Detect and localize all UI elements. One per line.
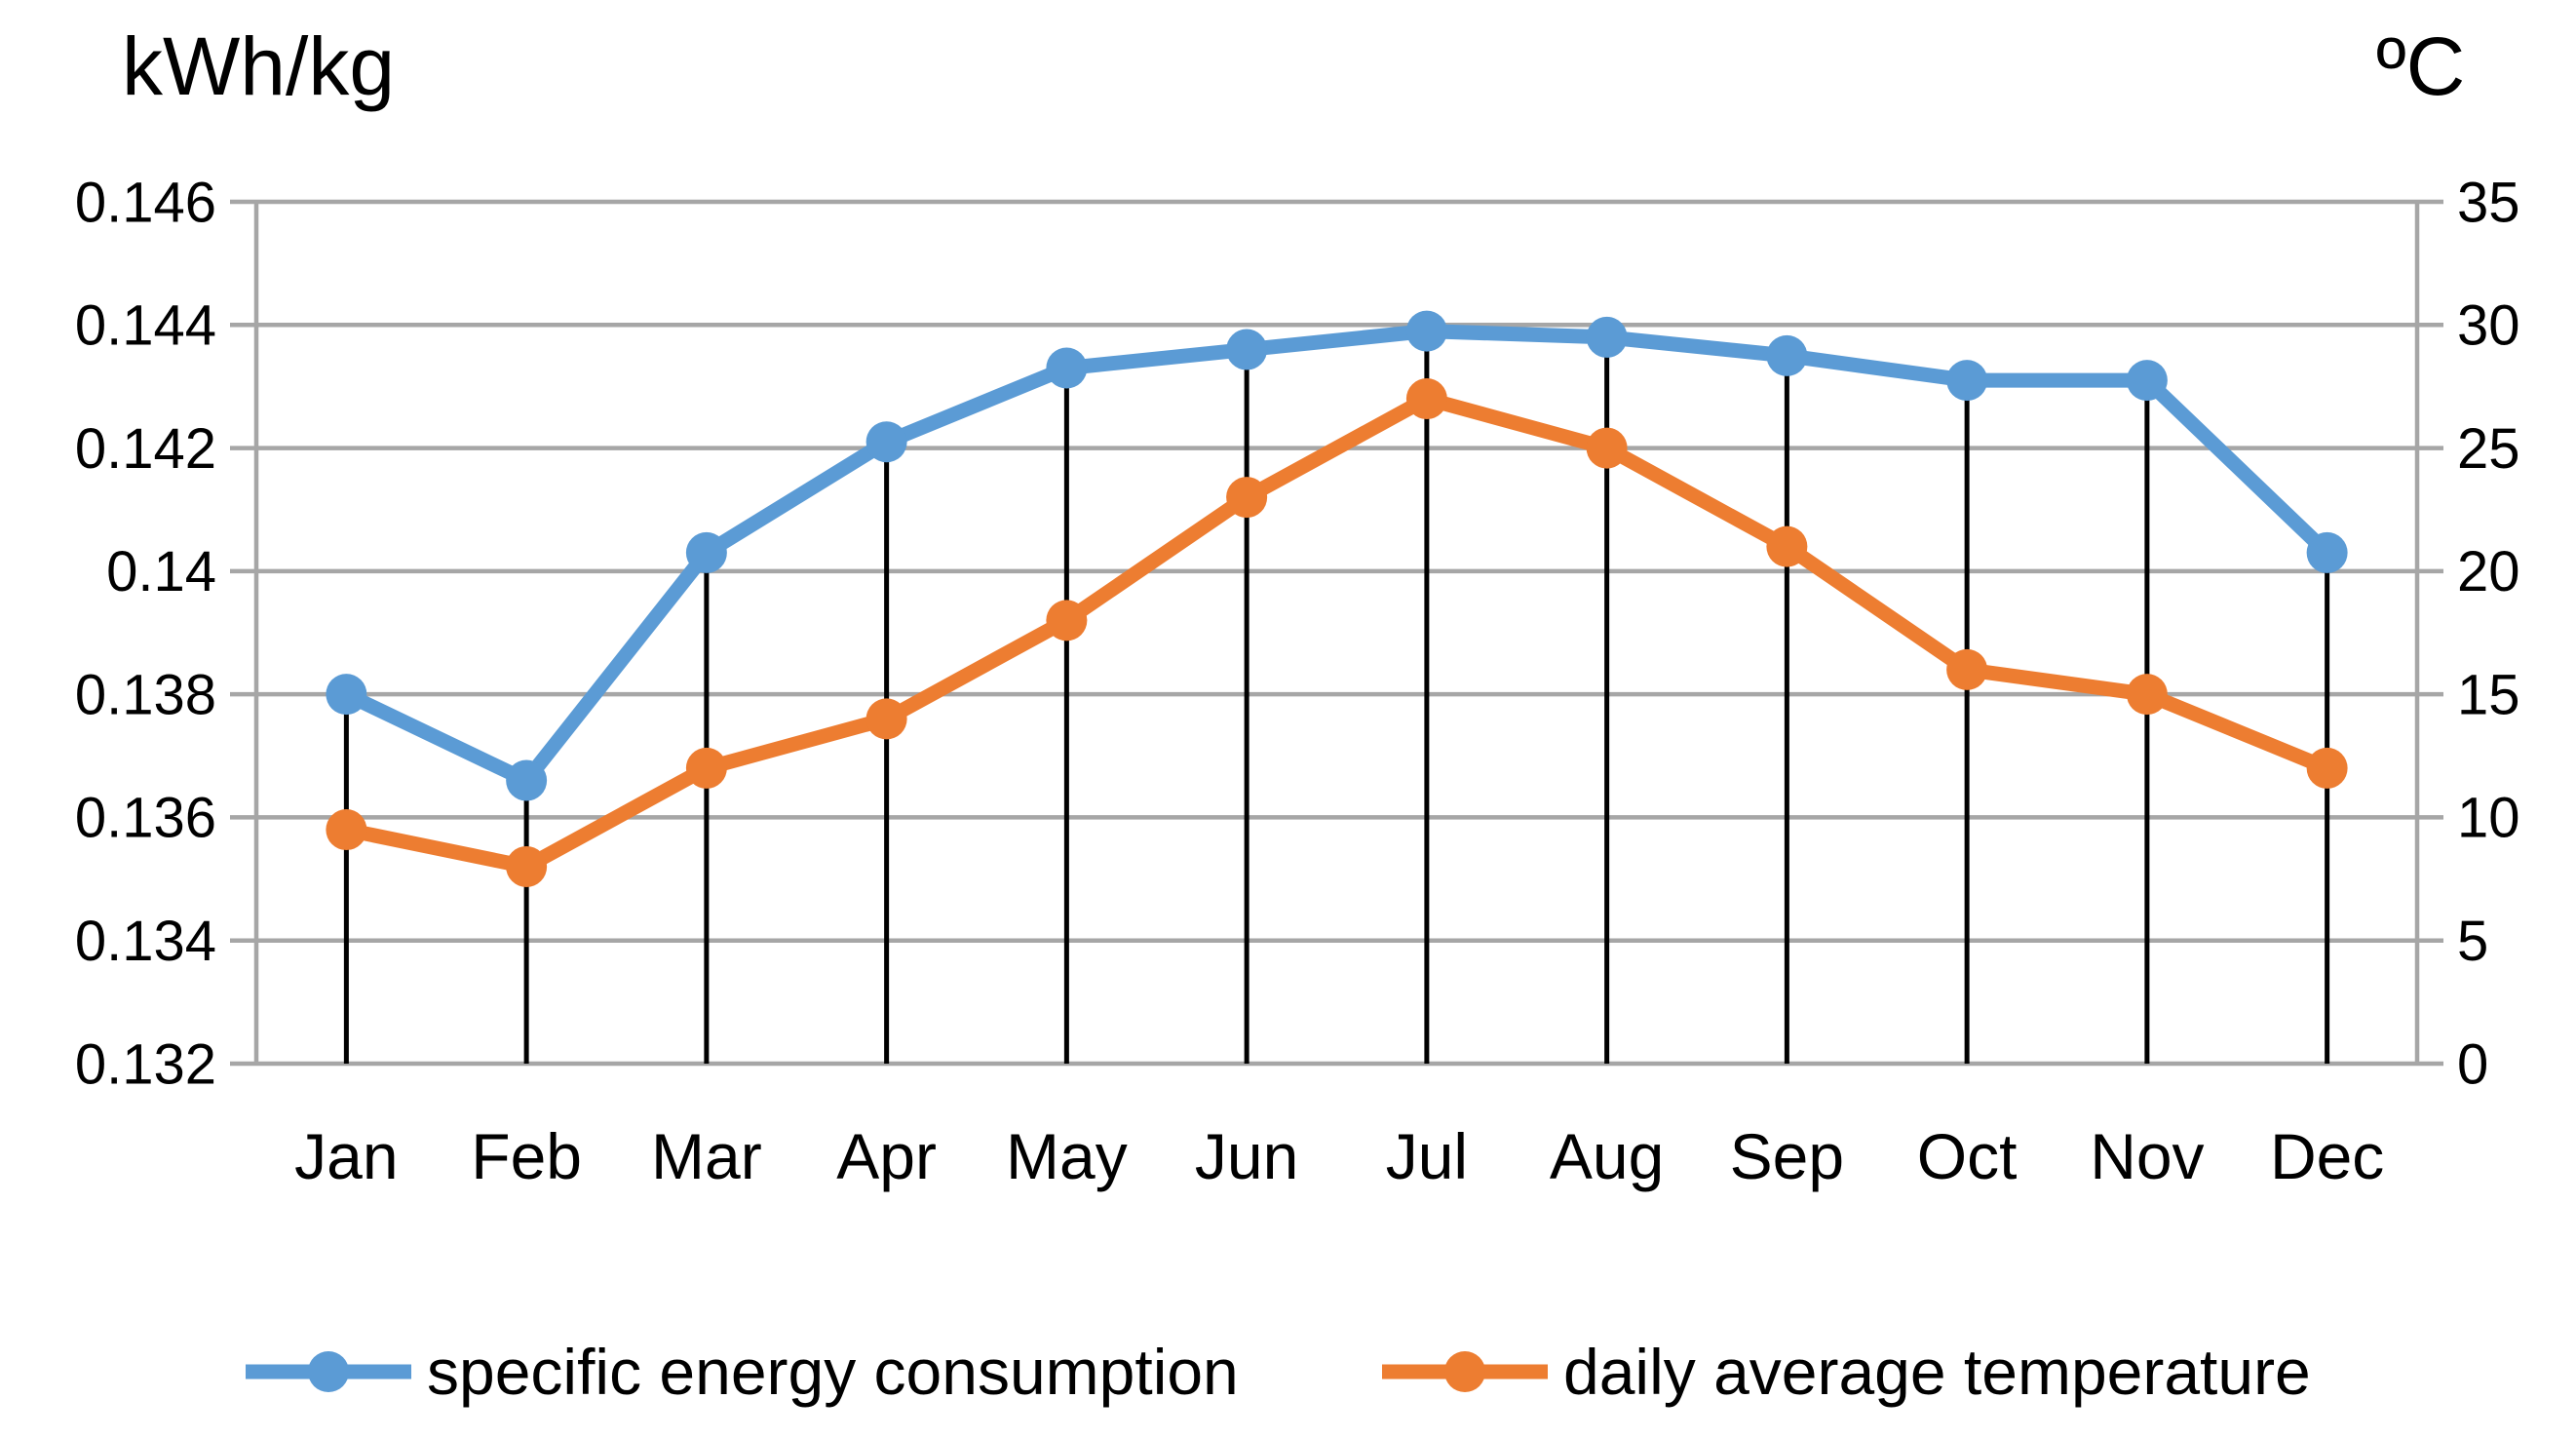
left-axis-tick-label: 0.132	[75, 1032, 216, 1096]
right-axis-tick-label: 5	[2457, 910, 2488, 973]
right-axis-tick-label: 35	[2457, 171, 2520, 234]
x-axis-month-label: Sep	[1730, 1120, 1844, 1192]
right-axis-tick-label: 15	[2457, 663, 2520, 726]
x-axis-month-label: Jul	[1386, 1120, 1468, 1192]
data-point-marker	[1586, 316, 1628, 358]
left-axis-title: kWh/kg	[122, 20, 396, 112]
legend-label: specific energy consumption	[427, 1336, 1239, 1408]
x-axis-month-label: Aug	[1550, 1120, 1664, 1192]
right-axis-tick-label: 20	[2457, 540, 2520, 603]
left-axis-tick-label: 0.142	[75, 417, 216, 481]
data-point-marker	[685, 747, 727, 789]
left-axis-tick-label: 0.134	[75, 910, 216, 973]
data-point-marker	[1946, 360, 1988, 402]
x-axis-month-label: Apr	[836, 1120, 937, 1192]
x-axis-month-label: May	[1006, 1120, 1128, 1192]
data-point-marker	[326, 809, 367, 851]
right-axis-tick-label: 10	[2457, 787, 2520, 850]
x-axis-month-label: Jan	[294, 1120, 398, 1192]
data-point-marker	[2306, 531, 2348, 573]
right-axis-tick-label: 30	[2457, 294, 2520, 358]
legend-marker-line-icon	[1382, 1351, 1548, 1392]
left-axis-tick-label: 0.146	[75, 171, 216, 234]
data-point-marker	[506, 759, 548, 801]
data-point-marker	[2126, 360, 2168, 402]
legend-marker-line-icon	[246, 1351, 411, 1392]
left-axis-tick-label: 0.136	[75, 787, 216, 850]
data-point-marker	[1405, 378, 1447, 420]
data-point-marker	[2126, 674, 2168, 716]
legend-item-specific-energy-consumption: specific energy consumption	[246, 1318, 1239, 1425]
data-point-marker	[1766, 525, 1808, 567]
data-point-marker	[1046, 600, 1088, 641]
legend: specific energy consumption daily averag…	[0, 1318, 2576, 1425]
data-point-marker	[2306, 747, 2348, 789]
x-axis-month-label: Jun	[1195, 1120, 1298, 1192]
left-axis-tick-label: 0.138	[75, 663, 216, 726]
data-point-marker	[506, 845, 548, 887]
data-point-marker	[1405, 310, 1447, 352]
x-axis-month-label: Oct	[1917, 1120, 2018, 1192]
x-axis-month-label: Dec	[2270, 1120, 2384, 1192]
data-point-marker	[1226, 477, 1268, 519]
data-point-marker	[326, 674, 367, 716]
right-axis-tick-label: 25	[2457, 417, 2520, 481]
data-point-marker	[685, 531, 727, 573]
data-point-marker	[1586, 427, 1628, 469]
x-axis-month-label: Nov	[2090, 1120, 2204, 1192]
data-point-marker	[865, 421, 907, 463]
data-point-marker	[865, 698, 907, 740]
right-axis-title: ºC	[2376, 20, 2466, 112]
data-point-marker	[1766, 334, 1808, 376]
x-axis-month-label: Mar	[651, 1120, 762, 1192]
series-line-right	[338, 391, 2335, 874]
series-line-left	[338, 324, 2335, 789]
right-axis-tick-label: 0	[2457, 1032, 2488, 1096]
data-point-marker	[1226, 329, 1268, 370]
left-axis-tick-label: 0.14	[106, 540, 216, 603]
data-point-marker	[1946, 648, 1988, 690]
data-point-marker	[1046, 347, 1088, 389]
x-axis-month-label: Feb	[471, 1120, 582, 1192]
legend-item-daily-average-temperature: daily average temperature	[1382, 1318, 2311, 1425]
left-axis-tick-label: 0.144	[75, 294, 216, 358]
legend-label: daily average temperature	[1563, 1336, 2311, 1408]
